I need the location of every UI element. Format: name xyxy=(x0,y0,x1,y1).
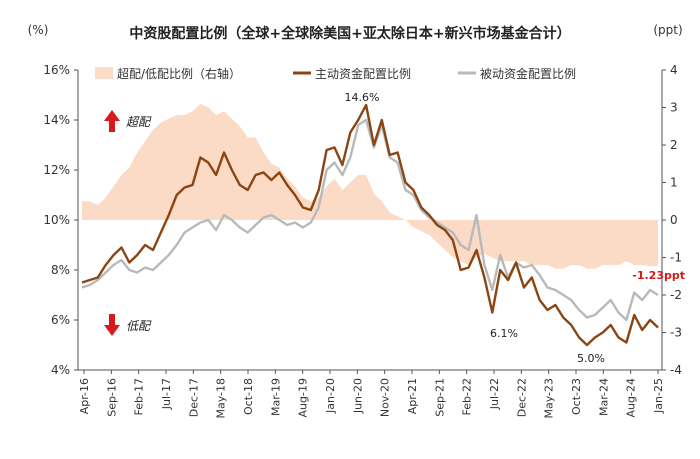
annotation-latest-gap: -1.23ppt xyxy=(632,269,685,282)
x-tick-label: Apr-16 xyxy=(78,378,91,414)
left-tick-label: 4% xyxy=(51,363,70,377)
annotation-low-2022: 6.1% xyxy=(490,327,518,340)
legend-label-area: 超配/低配比例（右轴） xyxy=(117,66,241,81)
left-axis-unit: (%) xyxy=(28,23,49,37)
x-tick-label: Jan-20 xyxy=(324,378,337,414)
legend-swatch-area xyxy=(95,67,113,79)
right-tick-label: -1 xyxy=(670,251,682,265)
right-tick-label: 0 xyxy=(670,213,678,227)
x-tick-label: Oct-18 xyxy=(242,378,255,415)
x-tick-label: Jul-22 xyxy=(488,378,501,410)
plot-layer: 4% 6% 8% 10% 12% 14% 16% -4 -3 -2 -1 0 1 2 3 4 Apr-16 Sep… xyxy=(43,63,682,419)
x-tick-label: Sep-16 xyxy=(105,378,118,417)
x-tick-label: Dec-17 xyxy=(187,378,200,417)
right-tick-label: -2 xyxy=(670,288,682,302)
right-tick-label: 3 xyxy=(670,101,678,115)
left-tick-label: 16% xyxy=(43,63,70,77)
left-tick-label: 8% xyxy=(51,263,70,277)
annotation-peak: 14.6% xyxy=(345,91,380,104)
left-tick-label: 6% xyxy=(51,313,70,327)
right-tick-label: 4 xyxy=(670,63,678,77)
overweight-marker: 超配 xyxy=(104,110,152,132)
x-tick-label: May-18 xyxy=(215,378,228,419)
x-tick-label: Mar-24 xyxy=(597,378,610,416)
x-tick-label: Oct-23 xyxy=(570,378,583,415)
overweight-label: 超配 xyxy=(126,115,152,129)
series-line-active xyxy=(81,103,659,347)
x-tick-label: Mar-19 xyxy=(269,378,282,416)
x-tick-label: Feb-22 xyxy=(461,378,474,415)
x-tick-label: Jan-25 xyxy=(652,378,665,414)
left-tick-label: 14% xyxy=(43,113,70,127)
chart-title: 中资股配置比例（全球+全球除美国+亚太除日本+新兴市场基金合计） xyxy=(129,25,570,42)
annotation-low-2024: 5.0% xyxy=(577,352,605,365)
x-tick-label: Aug-19 xyxy=(297,378,310,417)
right-tick-label: 2 xyxy=(670,138,678,152)
x-tick-label: Apr-21 xyxy=(406,378,419,414)
right-tick-label: 1 xyxy=(670,176,678,190)
up-arrow-icon xyxy=(104,110,120,132)
down-arrow-icon xyxy=(104,314,120,336)
left-tick-label: 12% xyxy=(43,163,70,177)
legend-label-passive: 被动资金配置比例 xyxy=(480,66,576,81)
series-area-overweight xyxy=(82,103,658,269)
right-tick-label: -3 xyxy=(670,326,682,340)
x-tick-label: Sep-21 xyxy=(433,378,446,417)
right-tick-label: -4 xyxy=(670,363,682,377)
legend-label-active: 主动资金配置比例 xyxy=(315,66,411,81)
x-tick-label: Jun-20 xyxy=(351,378,364,414)
underweight-marker: 低配 xyxy=(104,314,152,336)
series-line-passive xyxy=(81,118,659,322)
right-axis-unit: (ppt) xyxy=(653,23,682,37)
legend: 超配/低配比例（右轴） 主动资金配置比例 被动资金配置比例 xyxy=(95,66,576,81)
x-tick-label: Feb-17 xyxy=(133,378,146,415)
x-tick-label: May-23 xyxy=(543,378,556,419)
underweight-label: 低配 xyxy=(126,319,152,333)
left-tick-label: 10% xyxy=(43,213,70,227)
x-tick-label: Nov-20 xyxy=(379,378,392,417)
x-tick-label: Jul-17 xyxy=(160,378,173,410)
x-tick-label: Aug-24 xyxy=(625,378,638,417)
x-tick-label: Dec-22 xyxy=(515,378,528,417)
